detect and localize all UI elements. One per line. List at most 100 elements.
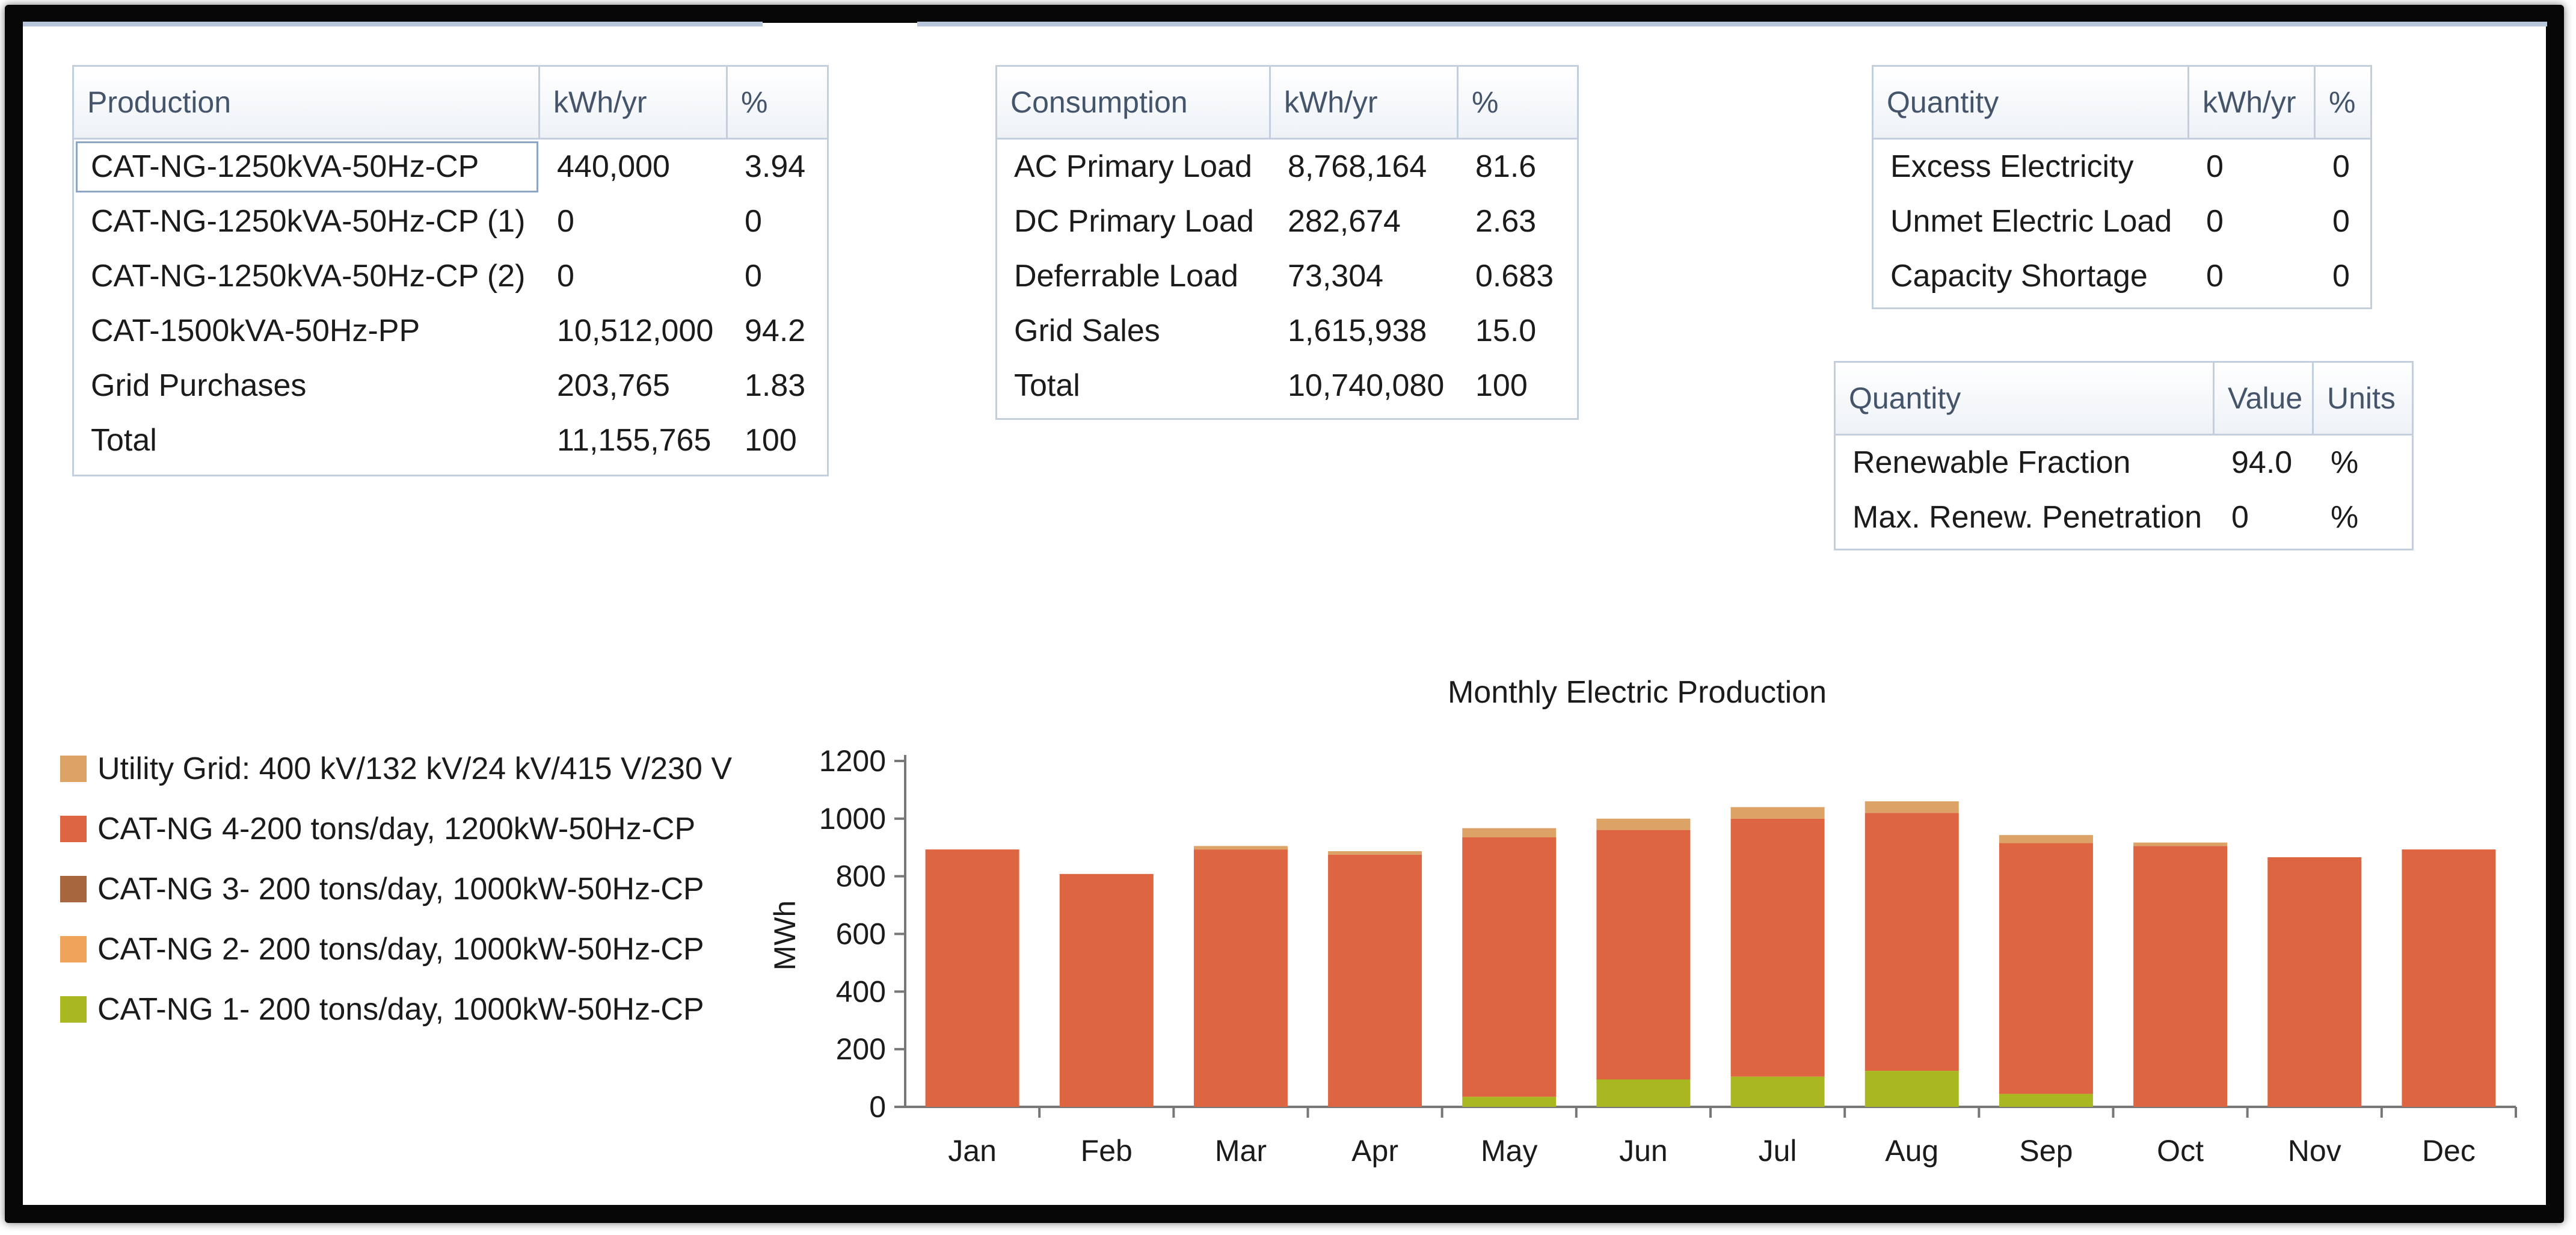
table-cell: 2.63 bbox=[1475, 204, 1537, 239]
y-tick-label: 1200 bbox=[819, 744, 886, 778]
table-row[interactable]: Renewable Fraction 94.0% bbox=[1836, 436, 2412, 490]
table-row[interactable]: CAT-NG-1250kVA-50Hz-CP (2) 0 0 bbox=[74, 249, 827, 304]
column-header[interactable]: kWh/yr bbox=[2189, 67, 2316, 138]
table-row[interactable]: Deferrable Load 73,304 0.683 bbox=[997, 249, 1577, 304]
bar-segment bbox=[1328, 851, 1422, 855]
bar-segment bbox=[1462, 837, 1557, 1097]
table-cell: 94.2 bbox=[745, 313, 806, 348]
table-cell: 0 bbox=[557, 259, 574, 294]
column-header[interactable]: Quantity bbox=[1874, 67, 2189, 138]
table-header: Consumption kWh/yr% bbox=[997, 67, 1577, 140]
column-header[interactable]: % bbox=[1472, 85, 1499, 119]
table-cell: Unmet Electric Load bbox=[1890, 204, 2172, 239]
chart-title: Monthly Electric Production bbox=[1448, 675, 1827, 710]
legend-label: Utility Grid: 400 kV/132 kV/24 kV/415 V/… bbox=[97, 751, 733, 786]
table-row[interactable]: Grid Purchases 203,765 1.83 bbox=[74, 359, 827, 413]
table-cell: 94.0 bbox=[2231, 445, 2293, 480]
table-header: Production kWh/yr% bbox=[74, 67, 827, 140]
x-tick-label: May bbox=[1481, 1134, 1537, 1168]
table-row[interactable]: Grid Sales 1,615,938 15.0 bbox=[997, 304, 1577, 359]
table-cell: DC Primary Load bbox=[1014, 204, 1254, 239]
table-row[interactable]: DC Primary Load 282,674 2.63 bbox=[997, 194, 1577, 249]
column-header[interactable]: Value bbox=[2215, 363, 2314, 434]
table-header: Quantity kWh/yr% bbox=[1874, 67, 2370, 140]
table-cell: 0 bbox=[2231, 500, 2249, 535]
legend-swatch bbox=[60, 876, 87, 902]
x-tick-label: Jun bbox=[1619, 1134, 1668, 1168]
table-cell: CAT-1500kVA-50Hz-PP bbox=[91, 313, 420, 348]
bar-segment bbox=[2402, 849, 2496, 1107]
column-header[interactable]: Consumption bbox=[997, 67, 1271, 138]
tab-strip-line bbox=[23, 22, 763, 26]
table-row[interactable]: AC Primary Load 8,768,164 81.6 bbox=[997, 140, 1577, 194]
x-tick-label: Aug bbox=[1885, 1134, 1938, 1168]
table-row[interactable]: Unmet Electric Load 0 0 bbox=[1874, 194, 2370, 249]
x-tick-label: Mar bbox=[1215, 1134, 1267, 1168]
table-cell: 1.83 bbox=[745, 368, 806, 403]
legend-swatch bbox=[60, 756, 87, 782]
x-tick-label: Dec bbox=[2422, 1134, 2476, 1168]
table-cell: 0 bbox=[745, 259, 762, 294]
bar-segment bbox=[1596, 1079, 1691, 1107]
table-row[interactable]: Excess Electricity 0 0 bbox=[1874, 140, 2370, 194]
chart-legend: Utility Grid: 400 kV/132 kV/24 kV/415 V/… bbox=[60, 739, 732, 1039]
table-cell: 73,304 bbox=[1288, 259, 1384, 294]
legend-item: CAT-NG 2- 200 tons/day, 1000kW-50Hz-CP bbox=[60, 919, 732, 979]
table-cell: 0 bbox=[2206, 204, 2224, 239]
bar-segment bbox=[1730, 1076, 1825, 1107]
bar-segment bbox=[1193, 846, 1288, 850]
column-header[interactable]: Quantity bbox=[1836, 363, 2215, 434]
table-cell: Renewable Fraction bbox=[1852, 445, 2131, 480]
column-header[interactable]: % bbox=[2329, 85, 2356, 119]
table-row[interactable]: CAT-1500kVA-50Hz-PP 10,512,000 94.2 bbox=[74, 304, 827, 359]
table-cell: CAT-NG-1250kVA-50Hz-CP (1) bbox=[91, 204, 526, 239]
renewable-table: Quantity Value Units Renewable Fraction 94.… bbox=[1834, 361, 2414, 550]
legend-swatch bbox=[60, 996, 87, 1023]
column-header[interactable]: Units bbox=[2327, 381, 2396, 415]
table-row[interactable]: Total 11,155,765 100 bbox=[74, 413, 827, 468]
bar-segment bbox=[1864, 801, 1959, 813]
bar-segment bbox=[1059, 873, 1154, 1107]
table-row[interactable]: Capacity Shortage 0 0 bbox=[1874, 249, 2370, 304]
x-tick-label: Oct bbox=[2157, 1134, 2204, 1168]
table-cell: 0.683 bbox=[1475, 259, 1554, 294]
bar-segment bbox=[925, 849, 1019, 1107]
consumption-table: Consumption kWh/yr% AC Primary Load 8,768,… bbox=[995, 65, 1579, 420]
table-cell: 100 bbox=[745, 423, 797, 458]
table-row[interactable]: Total 10,740,080 100 bbox=[997, 359, 1577, 413]
column-header[interactable]: kWh/yr bbox=[540, 67, 728, 138]
table-row[interactable]: CAT-NG-1250kVA-50Hz-CP (1) 0 0 bbox=[74, 194, 827, 249]
table-cell: Max. Renew. Penetration bbox=[1852, 500, 2202, 535]
bar-segment bbox=[1864, 1071, 1959, 1107]
y-axis-label: MWh bbox=[768, 901, 802, 971]
table-cell: 81.6 bbox=[1475, 149, 1537, 184]
x-tick-label: Apr bbox=[1351, 1134, 1398, 1168]
x-tick-label: Sep bbox=[2019, 1134, 2073, 1168]
table-cell: 100 bbox=[1475, 368, 1528, 403]
table-cell: 440,000 bbox=[557, 149, 670, 184]
bar-segment bbox=[1596, 830, 1691, 1080]
tab-strip-line-right bbox=[917, 22, 2547, 26]
table-cell: 203,765 bbox=[557, 368, 670, 403]
legend-label: CAT-NG 3- 200 tons/day, 1000kW-50Hz-CP bbox=[97, 872, 704, 907]
column-header[interactable]: Production bbox=[74, 67, 540, 138]
bar-segment bbox=[1730, 807, 1825, 819]
bar-segment bbox=[1864, 813, 1959, 1071]
production-table: Production kWh/yr% CAT-NG-1250kVA-50Hz-CP… bbox=[72, 65, 829, 476]
column-header[interactable]: % bbox=[741, 85, 768, 119]
legend-label: CAT-NG 4-200 tons/day, 1200kW-50Hz-CP bbox=[97, 812, 696, 846]
table-row[interactable]: CAT-NG-1250kVA-50Hz-CP 440,000 3.94 bbox=[74, 140, 827, 194]
legend-label: CAT-NG 2- 200 tons/day, 1000kW-50Hz-CP bbox=[97, 932, 704, 967]
table-cell: 15.0 bbox=[1475, 313, 1537, 348]
table-cell: Capacity Shortage bbox=[1890, 259, 2148, 294]
x-tick-label: Feb bbox=[1081, 1134, 1133, 1168]
y-tick-label: 0 bbox=[869, 1090, 886, 1124]
legend-label: CAT-NG 1- 200 tons/day, 1000kW-50Hz-CP bbox=[97, 992, 704, 1027]
table-cell: Total bbox=[1014, 368, 1080, 403]
table-cell: 11,155,765 bbox=[557, 423, 712, 458]
table-row[interactable]: Max. Renew. Penetration 0% bbox=[1836, 490, 2412, 545]
table-cell: CAT-NG-1250kVA-50Hz-CP (2) bbox=[91, 259, 526, 294]
column-header[interactable]: kWh/yr bbox=[1271, 67, 1459, 138]
y-tick-label: 200 bbox=[836, 1032, 886, 1066]
